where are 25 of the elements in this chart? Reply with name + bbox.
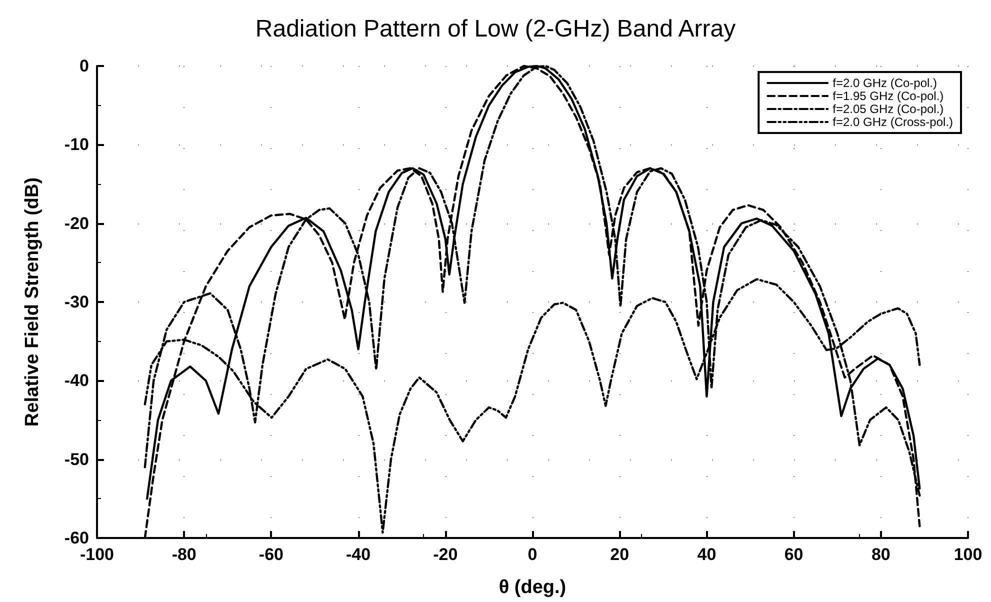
x-tick-label: -100 (80, 545, 114, 564)
y-tick-label: -20 (64, 214, 89, 233)
x-tick-label: 100 (954, 545, 982, 564)
x-tick-label: 80 (871, 545, 890, 564)
legend-label: f=2.05 GHz (Co-pol.) (832, 102, 944, 116)
chart-title: Radiation Pattern of Low (2-GHz) Band Array (255, 16, 736, 42)
x-axis-title: θ (deg.) (498, 577, 566, 598)
legend-label: f=1.95 GHz (Co-pol.) (832, 89, 944, 103)
y-axis-title: Relative Field Strength (dB) (22, 177, 43, 427)
y-tick-label: -60 (64, 528, 89, 548)
x-tick-label: 60 (784, 545, 804, 564)
y-tick-label: -40 (64, 371, 89, 390)
x-tick-label: 0 (528, 545, 538, 564)
x-tick-label: -20 (433, 545, 458, 564)
y-tick-label: -10 (64, 135, 89, 154)
y-tick-label: -30 (64, 292, 89, 312)
x-tick-label: -40 (346, 545, 371, 564)
x-tick-label: 20 (610, 545, 630, 564)
legend-label: f=2.0 GHz (Cross-pol.) (832, 115, 954, 129)
legend-label: f=2.0 GHz (Co-pol.) (832, 76, 938, 90)
x-tick-label: 40 (697, 545, 716, 564)
x-tick-label: -60 (258, 545, 284, 564)
y-tick-label: 0 (80, 56, 89, 76)
x-tick-label: -80 (172, 545, 196, 564)
y-tick-label: -50 (64, 450, 89, 469)
